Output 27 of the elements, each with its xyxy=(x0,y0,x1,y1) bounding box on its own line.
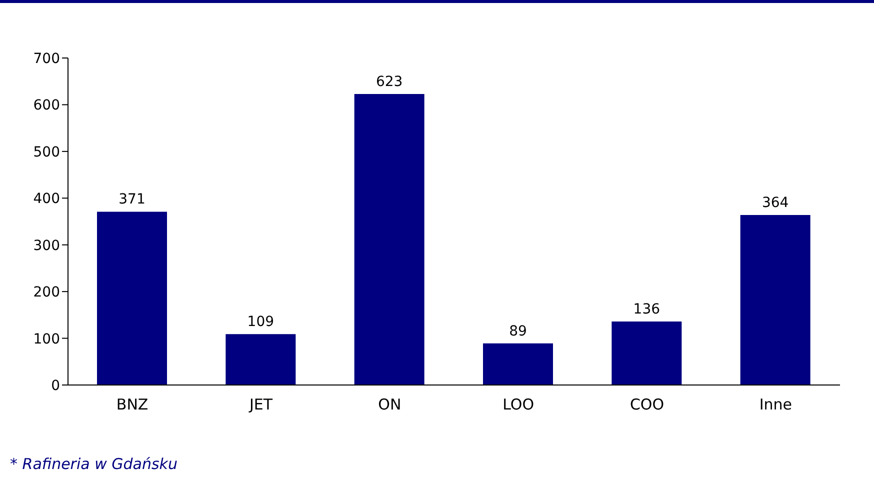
data-label: 89 xyxy=(509,323,527,340)
data-label: 623 xyxy=(376,74,403,90)
y-tick-label: 500 xyxy=(33,144,60,160)
data-label: 371 xyxy=(118,192,146,208)
x-tick-label: COO xyxy=(630,396,664,414)
y-tick-label: 400 xyxy=(33,191,60,208)
bar xyxy=(483,343,553,385)
x-tick-label: JET xyxy=(248,396,274,414)
x-tick-label: ON xyxy=(378,396,402,414)
bar xyxy=(97,212,167,385)
y-tick-label: 200 xyxy=(33,284,60,301)
x-tick-label: LOO xyxy=(502,396,534,414)
y-tick-label: 600 xyxy=(33,98,60,114)
bar xyxy=(612,321,682,385)
y-tick-label: 100 xyxy=(33,331,60,348)
x-tick-label: BNZ xyxy=(116,396,148,414)
bar xyxy=(354,94,424,385)
y-tick-label: 0 xyxy=(51,378,60,394)
data-label: 136 xyxy=(633,301,660,318)
bar xyxy=(740,214,810,385)
text: * Rafineria w Gdańsku xyxy=(10,455,178,473)
x-tick-label: Inne xyxy=(759,396,792,414)
y-tick-label: 300 xyxy=(33,238,60,254)
data-label: 364 xyxy=(762,194,789,211)
bar xyxy=(226,334,296,385)
y-tick-label: 700 xyxy=(33,50,60,67)
data-label: 109 xyxy=(247,314,274,330)
